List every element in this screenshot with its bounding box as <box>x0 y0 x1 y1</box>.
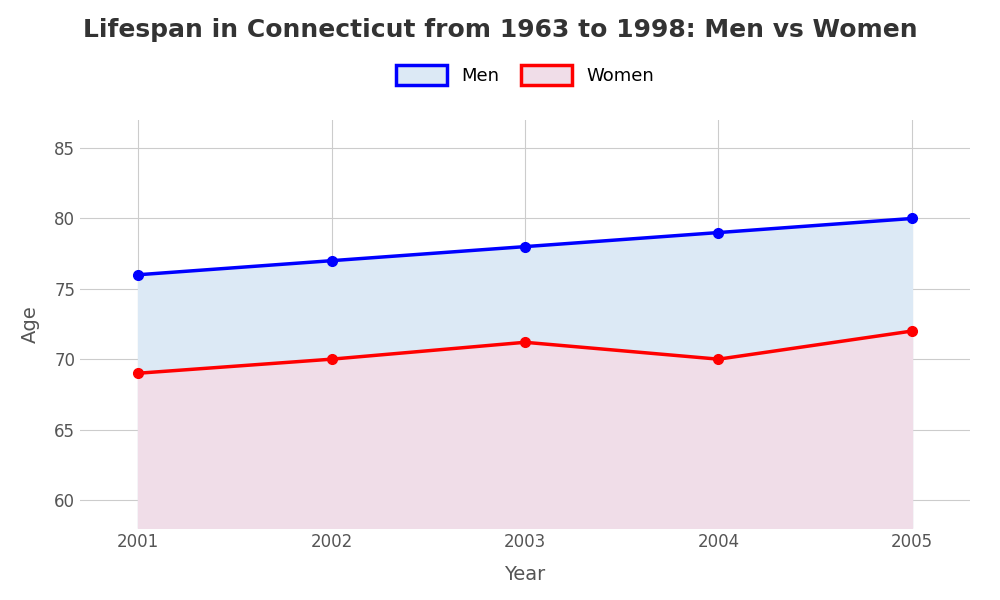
X-axis label: Year: Year <box>504 565 546 584</box>
Y-axis label: Age: Age <box>21 305 40 343</box>
Legend: Men, Women: Men, Women <box>387 56 663 94</box>
Text: Lifespan in Connecticut from 1963 to 1998: Men vs Women: Lifespan in Connecticut from 1963 to 199… <box>83 18 917 42</box>
